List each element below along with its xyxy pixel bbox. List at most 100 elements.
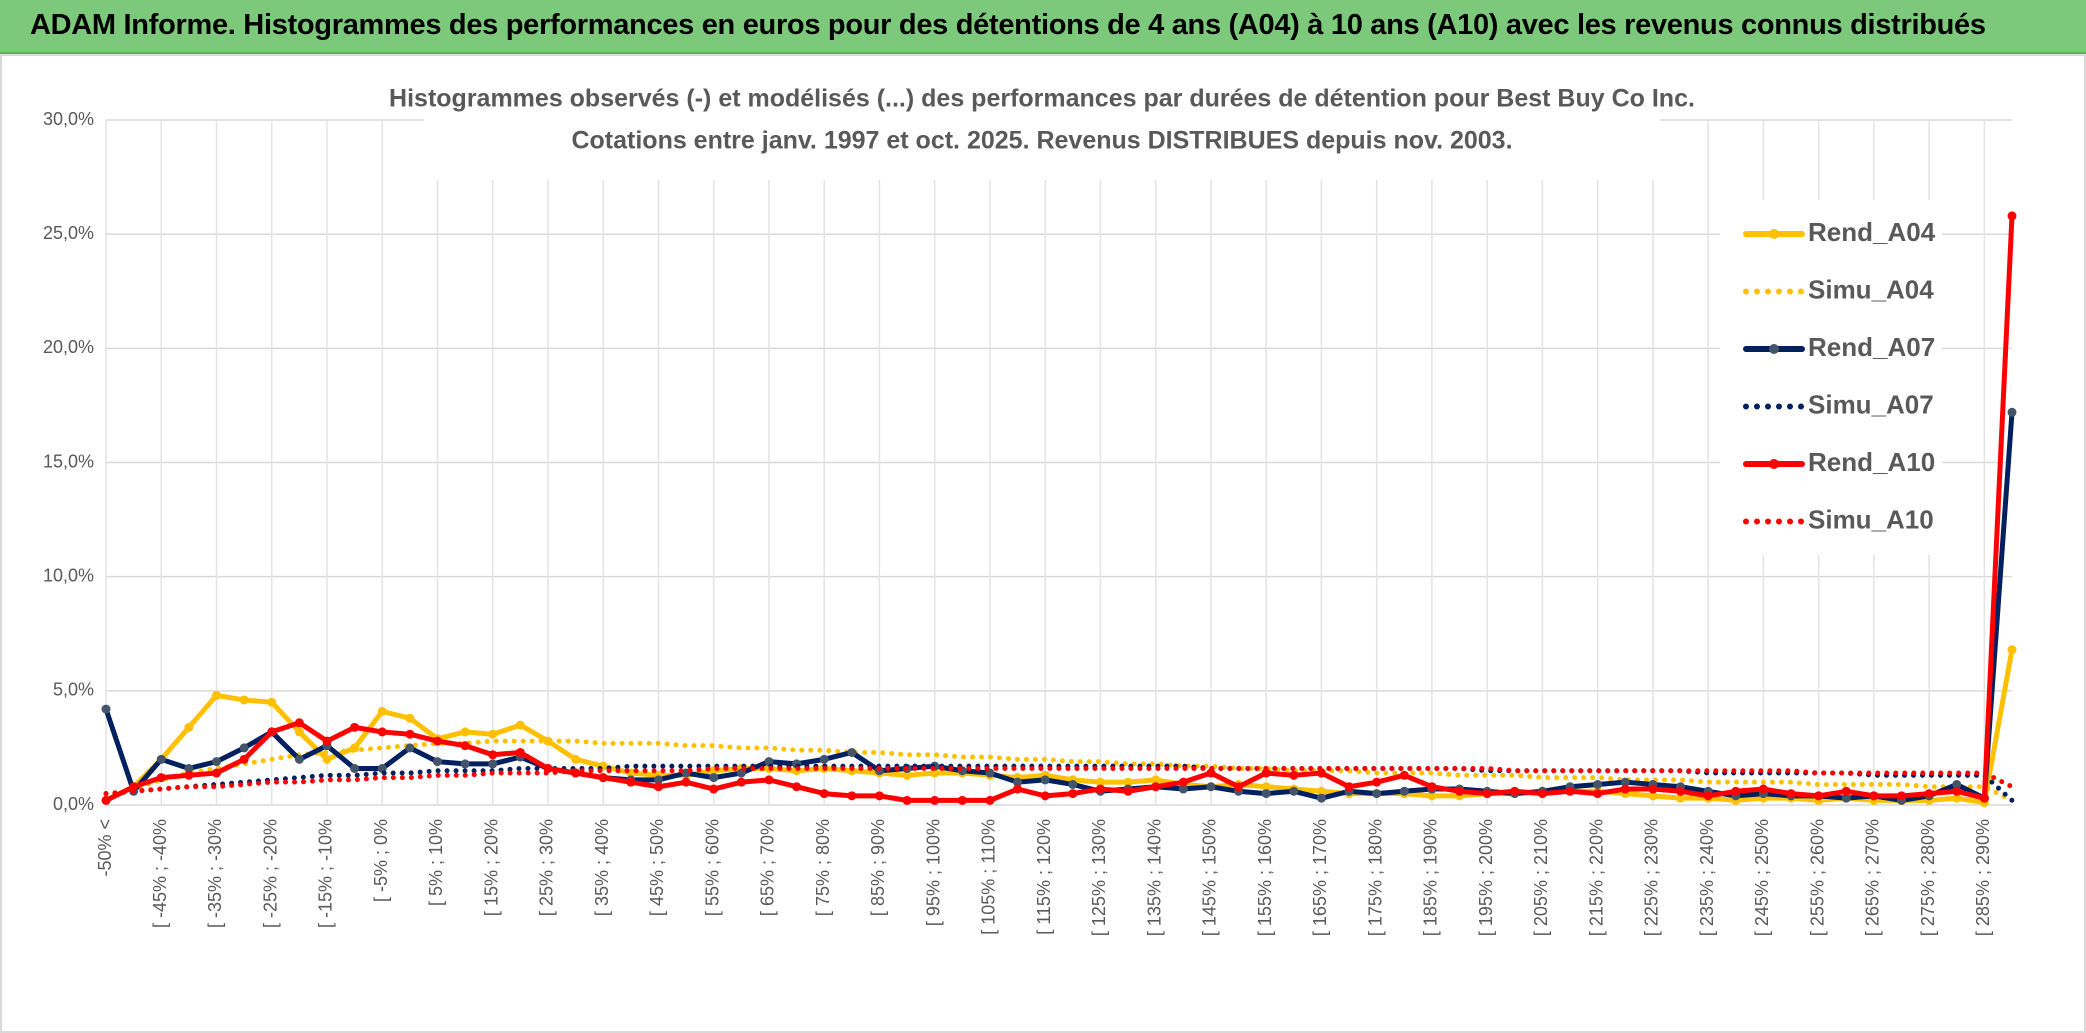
- data-point: [405, 729, 415, 739]
- x-tick-label: [ 55% ; 60%: [702, 819, 722, 916]
- header-title: ADAM Informe. Histogrammes des performan…: [30, 9, 1986, 41]
- x-tick-label: [ 265% ; 270%: [1863, 819, 1883, 936]
- data-point: [1316, 793, 1326, 803]
- data-point: [1123, 777, 1133, 787]
- x-tick-label: [ 145% ; 150%: [1200, 819, 1220, 936]
- data-point: [1897, 791, 1907, 801]
- x-tick-label: [ 285% ; 290%: [1973, 819, 1993, 936]
- data-point: [488, 759, 498, 769]
- data-point: [488, 750, 498, 760]
- data-point: [1620, 784, 1630, 794]
- data-point: [847, 791, 857, 801]
- data-point: [571, 754, 581, 764]
- data-point: [267, 697, 277, 707]
- data-point: [294, 727, 304, 737]
- x-tick-label: [ 165% ; 170%: [1310, 819, 1330, 936]
- data-point: [681, 777, 691, 787]
- data-point: [460, 759, 470, 769]
- x-tick-label: [ 275% ; 280%: [1918, 819, 1938, 936]
- data-point: [1178, 777, 1188, 787]
- legend-marker: [1769, 229, 1779, 239]
- data-point: [902, 770, 912, 780]
- data-point: [1979, 793, 1989, 803]
- data-point: [350, 722, 360, 732]
- data-point: [1289, 770, 1299, 780]
- y-tick-label: 25,0%: [43, 223, 94, 243]
- y-tick-label: 15,0%: [43, 451, 94, 471]
- data-point: [1040, 775, 1050, 785]
- data-point: [239, 743, 249, 753]
- title-background: [424, 80, 1660, 180]
- data-point: [1455, 786, 1465, 796]
- x-tick-label: [ 235% ; 240%: [1697, 819, 1717, 936]
- data-point: [1178, 784, 1188, 794]
- data-point: [819, 789, 829, 799]
- data-point: [101, 795, 111, 805]
- data-point: [1013, 777, 1023, 787]
- x-tick-label: [ 25% ; 30%: [537, 819, 557, 916]
- data-point: [1289, 786, 1299, 796]
- data-point: [1952, 779, 1962, 789]
- data-point: [1510, 786, 1520, 796]
- data-point: [184, 722, 194, 732]
- legend-marker: [1769, 459, 1779, 469]
- data-point: [874, 791, 884, 801]
- data-point: [405, 713, 415, 723]
- data-point: [239, 695, 249, 705]
- data-point: [1399, 786, 1409, 796]
- data-point: [1068, 789, 1078, 799]
- x-tick-label: [ 195% ; 200%: [1476, 819, 1496, 936]
- x-tick-label: [ 185% ; 190%: [1421, 819, 1441, 936]
- data-point: [377, 706, 387, 716]
- data-point: [267, 727, 277, 737]
- x-tick-label: [ 245% ; 250%: [1752, 819, 1772, 936]
- data-point: [211, 757, 221, 767]
- data-point: [1151, 782, 1161, 792]
- x-tick-label: [ 45% ; 50%: [647, 819, 667, 916]
- y-tick-label: 10,0%: [43, 565, 94, 585]
- data-point: [211, 690, 221, 700]
- data-point: [1593, 779, 1603, 789]
- data-point: [377, 727, 387, 737]
- data-point: [957, 795, 967, 805]
- series-line: [103, 409, 2015, 803]
- data-point: [1537, 789, 1547, 799]
- y-tick-label: 30,0%: [43, 109, 94, 129]
- data-point: [1648, 791, 1658, 801]
- data-point: [819, 754, 829, 764]
- x-tick-label: [ 105% ; 110%: [979, 819, 999, 935]
- data-point: [1593, 789, 1603, 799]
- data-point: [1261, 782, 1271, 792]
- data-point: [1648, 784, 1658, 794]
- data-point: [184, 763, 194, 773]
- data-point: [1427, 782, 1437, 792]
- y-tick-label: 20,0%: [43, 337, 94, 357]
- data-point: [2007, 645, 2017, 655]
- legend-label: Rend_A04: [1808, 217, 1936, 247]
- data-point: [184, 770, 194, 780]
- data-point: [515, 720, 525, 730]
- data-point: [1206, 782, 1216, 792]
- data-point: [1427, 791, 1437, 801]
- data-point: [2007, 407, 2017, 417]
- data-point: [1676, 786, 1686, 796]
- data-point: [709, 784, 719, 794]
- x-tick-label: [ 225% ; 230%: [1642, 819, 1662, 936]
- x-tick-label: [ 205% ; 210%: [1531, 819, 1551, 936]
- data-point: [294, 718, 304, 728]
- data-point: [1013, 784, 1023, 794]
- legend: Rend_A04 Simu_A04 Rend_A07 Simu_A07 Rend_A10…: [1720, 200, 1942, 555]
- data-point: [1841, 786, 1851, 796]
- data-point: [1731, 786, 1741, 796]
- data-point: [1123, 786, 1133, 796]
- legend-background: [1720, 200, 1942, 555]
- series-line: [103, 738, 2015, 803]
- data-point: [709, 773, 719, 783]
- data-point: [764, 775, 774, 785]
- data-point: [239, 754, 249, 764]
- data-point: [626, 777, 636, 787]
- data-point: [322, 754, 332, 764]
- data-point: [1952, 786, 1962, 796]
- data-point: [1151, 775, 1161, 785]
- legend-marker: [1769, 344, 1779, 354]
